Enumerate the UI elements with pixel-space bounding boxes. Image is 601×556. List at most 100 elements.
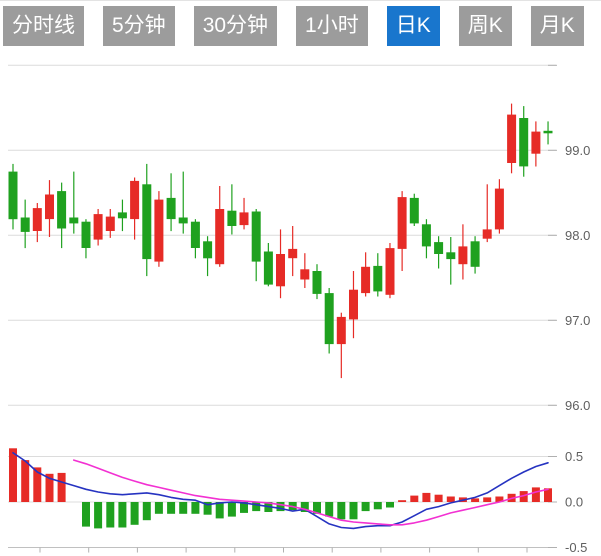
candle-body [105,216,115,231]
macd-histogram-bar [483,497,492,502]
candle-body [470,241,480,267]
candle-body [57,191,67,229]
macd-histogram-bar [252,502,261,512]
macd-histogram-bar [313,502,321,514]
candle-body [494,188,504,230]
macd-axis-label: 0.5 [565,449,583,464]
macd-histogram-bar [325,502,334,517]
candle-body [45,194,54,220]
candle-body [130,180,140,220]
macd-histogram-bar [118,502,127,528]
macd-histogram-bar [531,487,540,502]
macd-histogram-bar [276,502,285,512]
macd-histogram-bar [300,502,309,512]
candle-body [531,131,541,154]
macd-histogram-bar [57,472,66,502]
price-axis-label: 96.0 [565,398,590,413]
candle-body [81,221,91,248]
macd-histogram-bar [434,494,443,502]
tab-weekly-k[interactable]: 周K [458,6,512,46]
macd-histogram-bar [227,502,236,517]
macd-histogram-bar [422,492,431,502]
candle-body [397,197,407,249]
macd-histogram-bar [106,502,115,528]
price-axis-label: 98.0 [565,228,590,243]
macd-histogram-bar [519,491,528,502]
kline-chart[interactable]: 99.0 98.0 97.0 96.0 0.5 0.0 -0.5 [0,51,601,556]
macd-histogram-bar [471,498,480,502]
tab-5min[interactable]: 5分钟 [103,6,175,46]
candle-body [543,130,553,134]
candle-body [312,271,322,294]
macd-histogram-bar [398,500,407,502]
dea-line [73,459,549,526]
candle-body [20,217,30,232]
candle-body [446,252,456,260]
period-tab-bar: 分时线 5分钟 30分钟 1小时 日K 周K 月K [3,6,584,46]
tab-daily-k[interactable]: 日K [386,6,440,46]
candle-body [69,217,79,224]
candle-body [385,248,395,295]
candle-body [263,251,273,285]
macd-histogram-bar [373,502,382,510]
macd-histogram-bar [386,502,394,508]
macd-histogram-bar [240,502,248,513]
candle-body [361,266,371,294]
candle-body [166,197,176,220]
candle-body [276,254,285,287]
candle-body [190,221,200,248]
macd-histogram-bar [410,495,419,502]
macd-histogram-bar [495,496,504,502]
macd-histogram-bar [337,502,346,520]
macd-histogram-bar [179,502,188,514]
tab-time-line[interactable]: 分时线 [3,6,84,46]
candle-body [507,114,517,163]
candle-body [93,214,103,240]
candle-body [203,241,213,259]
tab-30min[interactable]: 30分钟 [193,6,278,46]
candle-body [288,248,298,259]
macd-histogram-bar [9,448,17,502]
price-axis-label: 97.0 [565,313,590,328]
candle-body [421,224,431,247]
candle-body [482,229,492,239]
macd-axis-label: -0.5 [565,540,587,555]
macd-histogram-bar [349,502,358,520]
macd-histogram-bar [94,502,103,529]
candle-body [324,293,334,345]
macd-histogram-bar [21,460,30,502]
macd-histogram-bar [142,502,151,521]
macd-histogram-bar [167,502,176,514]
dif-line [12,451,549,530]
candle-body [409,197,419,224]
candle-body [336,316,346,345]
tab-1hour[interactable]: 1小时 [296,6,368,46]
candle-body [373,265,383,292]
candle-body [458,246,468,265]
tab-monthly-k[interactable]: 月K [530,6,584,46]
candle-body [300,269,310,280]
candle-body [154,199,164,262]
macd-histogram-bar [544,488,552,502]
candle-body [519,118,529,167]
candle-body [434,242,444,254]
macd-histogram-bar [361,502,370,512]
macd-histogram-bar [130,502,139,525]
price-axis-label: 99.0 [565,143,590,158]
macd-histogram-bar [446,496,455,502]
macd-histogram-bar [203,502,212,515]
candle-body [8,171,18,220]
candle-body [251,211,261,262]
candle-body [178,217,188,224]
candle-body [215,209,225,265]
candle-body [117,212,127,219]
macd-histogram-bar [154,502,163,514]
macd-histogram-bar [82,502,90,527]
macd-histogram-bar [33,467,42,502]
macd-axis-label: 0.0 [565,495,583,510]
candle-body [349,289,358,320]
macd-histogram-bar [215,502,224,519]
macd-histogram-bar [45,473,54,502]
candle-body [142,184,152,260]
